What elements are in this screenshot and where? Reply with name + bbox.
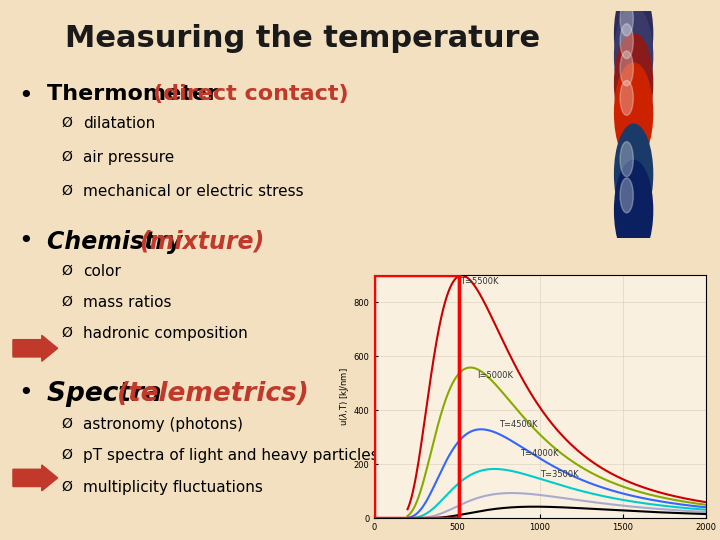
Text: Ø: Ø	[61, 448, 72, 462]
Text: Ø: Ø	[61, 150, 72, 164]
Text: (mixture): (mixture)	[139, 230, 264, 253]
Text: Thermometer: Thermometer	[47, 84, 233, 104]
Text: •: •	[18, 381, 32, 404]
X-axis label: $\lambda$ [nm]: $\lambda$ [nm]	[523, 538, 557, 540]
Circle shape	[615, 124, 652, 224]
FancyArrow shape	[13, 335, 58, 361]
Text: T=4500K: T=4500K	[498, 420, 537, 429]
FancyArrow shape	[13, 465, 58, 491]
Y-axis label: u($\lambda$,T) [kJ/nm]: u($\lambda$,T) [kJ/nm]	[338, 368, 351, 426]
Circle shape	[620, 178, 634, 213]
Text: (direct contact): (direct contact)	[153, 84, 349, 104]
Text: hadronic composition: hadronic composition	[83, 326, 248, 341]
Text: Chemistry: Chemistry	[47, 230, 199, 253]
Text: T=5500K: T=5500K	[461, 276, 499, 286]
Text: mass ratios: mass ratios	[83, 295, 171, 310]
Circle shape	[615, 63, 652, 163]
Bar	[374, 275, 459, 518]
Text: •: •	[18, 230, 32, 253]
Circle shape	[615, 33, 652, 133]
Text: Ø: Ø	[61, 326, 72, 340]
Circle shape	[620, 80, 634, 116]
Circle shape	[615, 160, 652, 260]
FancyBboxPatch shape	[621, 15, 646, 233]
Circle shape	[620, 51, 634, 86]
Text: T=3500K: T=3500K	[540, 470, 579, 478]
Circle shape	[615, 0, 652, 83]
Text: Ø: Ø	[61, 116, 72, 130]
Text: multiplicity fluctuations: multiplicity fluctuations	[83, 480, 263, 495]
Text: Ø: Ø	[61, 264, 72, 278]
Text: (telemetrics): (telemetrics)	[117, 381, 310, 407]
Text: Spectra: Spectra	[47, 381, 180, 407]
Text: dilatation: dilatation	[83, 116, 155, 131]
Text: T=4000K: T=4000K	[520, 449, 559, 458]
Text: Ø: Ø	[61, 295, 72, 309]
Text: pT spectra of light and heavy particles: pT spectra of light and heavy particles	[83, 448, 379, 463]
Circle shape	[615, 6, 652, 106]
Text: astronomy (photons): astronomy (photons)	[83, 417, 243, 432]
Text: mechanical or electric stress: mechanical or electric stress	[83, 184, 303, 199]
Circle shape	[620, 24, 634, 59]
Text: Measuring the temperature: Measuring the temperature	[65, 24, 540, 53]
Text: air pressure: air pressure	[83, 150, 174, 165]
Circle shape	[620, 1, 634, 36]
Text: Ø: Ø	[61, 417, 72, 431]
Text: •: •	[18, 84, 32, 107]
Text: color: color	[83, 264, 121, 279]
Circle shape	[620, 141, 634, 177]
Text: Ø: Ø	[61, 480, 72, 494]
Text: Ø: Ø	[61, 184, 72, 198]
Text: I=5000K: I=5000K	[477, 371, 513, 380]
